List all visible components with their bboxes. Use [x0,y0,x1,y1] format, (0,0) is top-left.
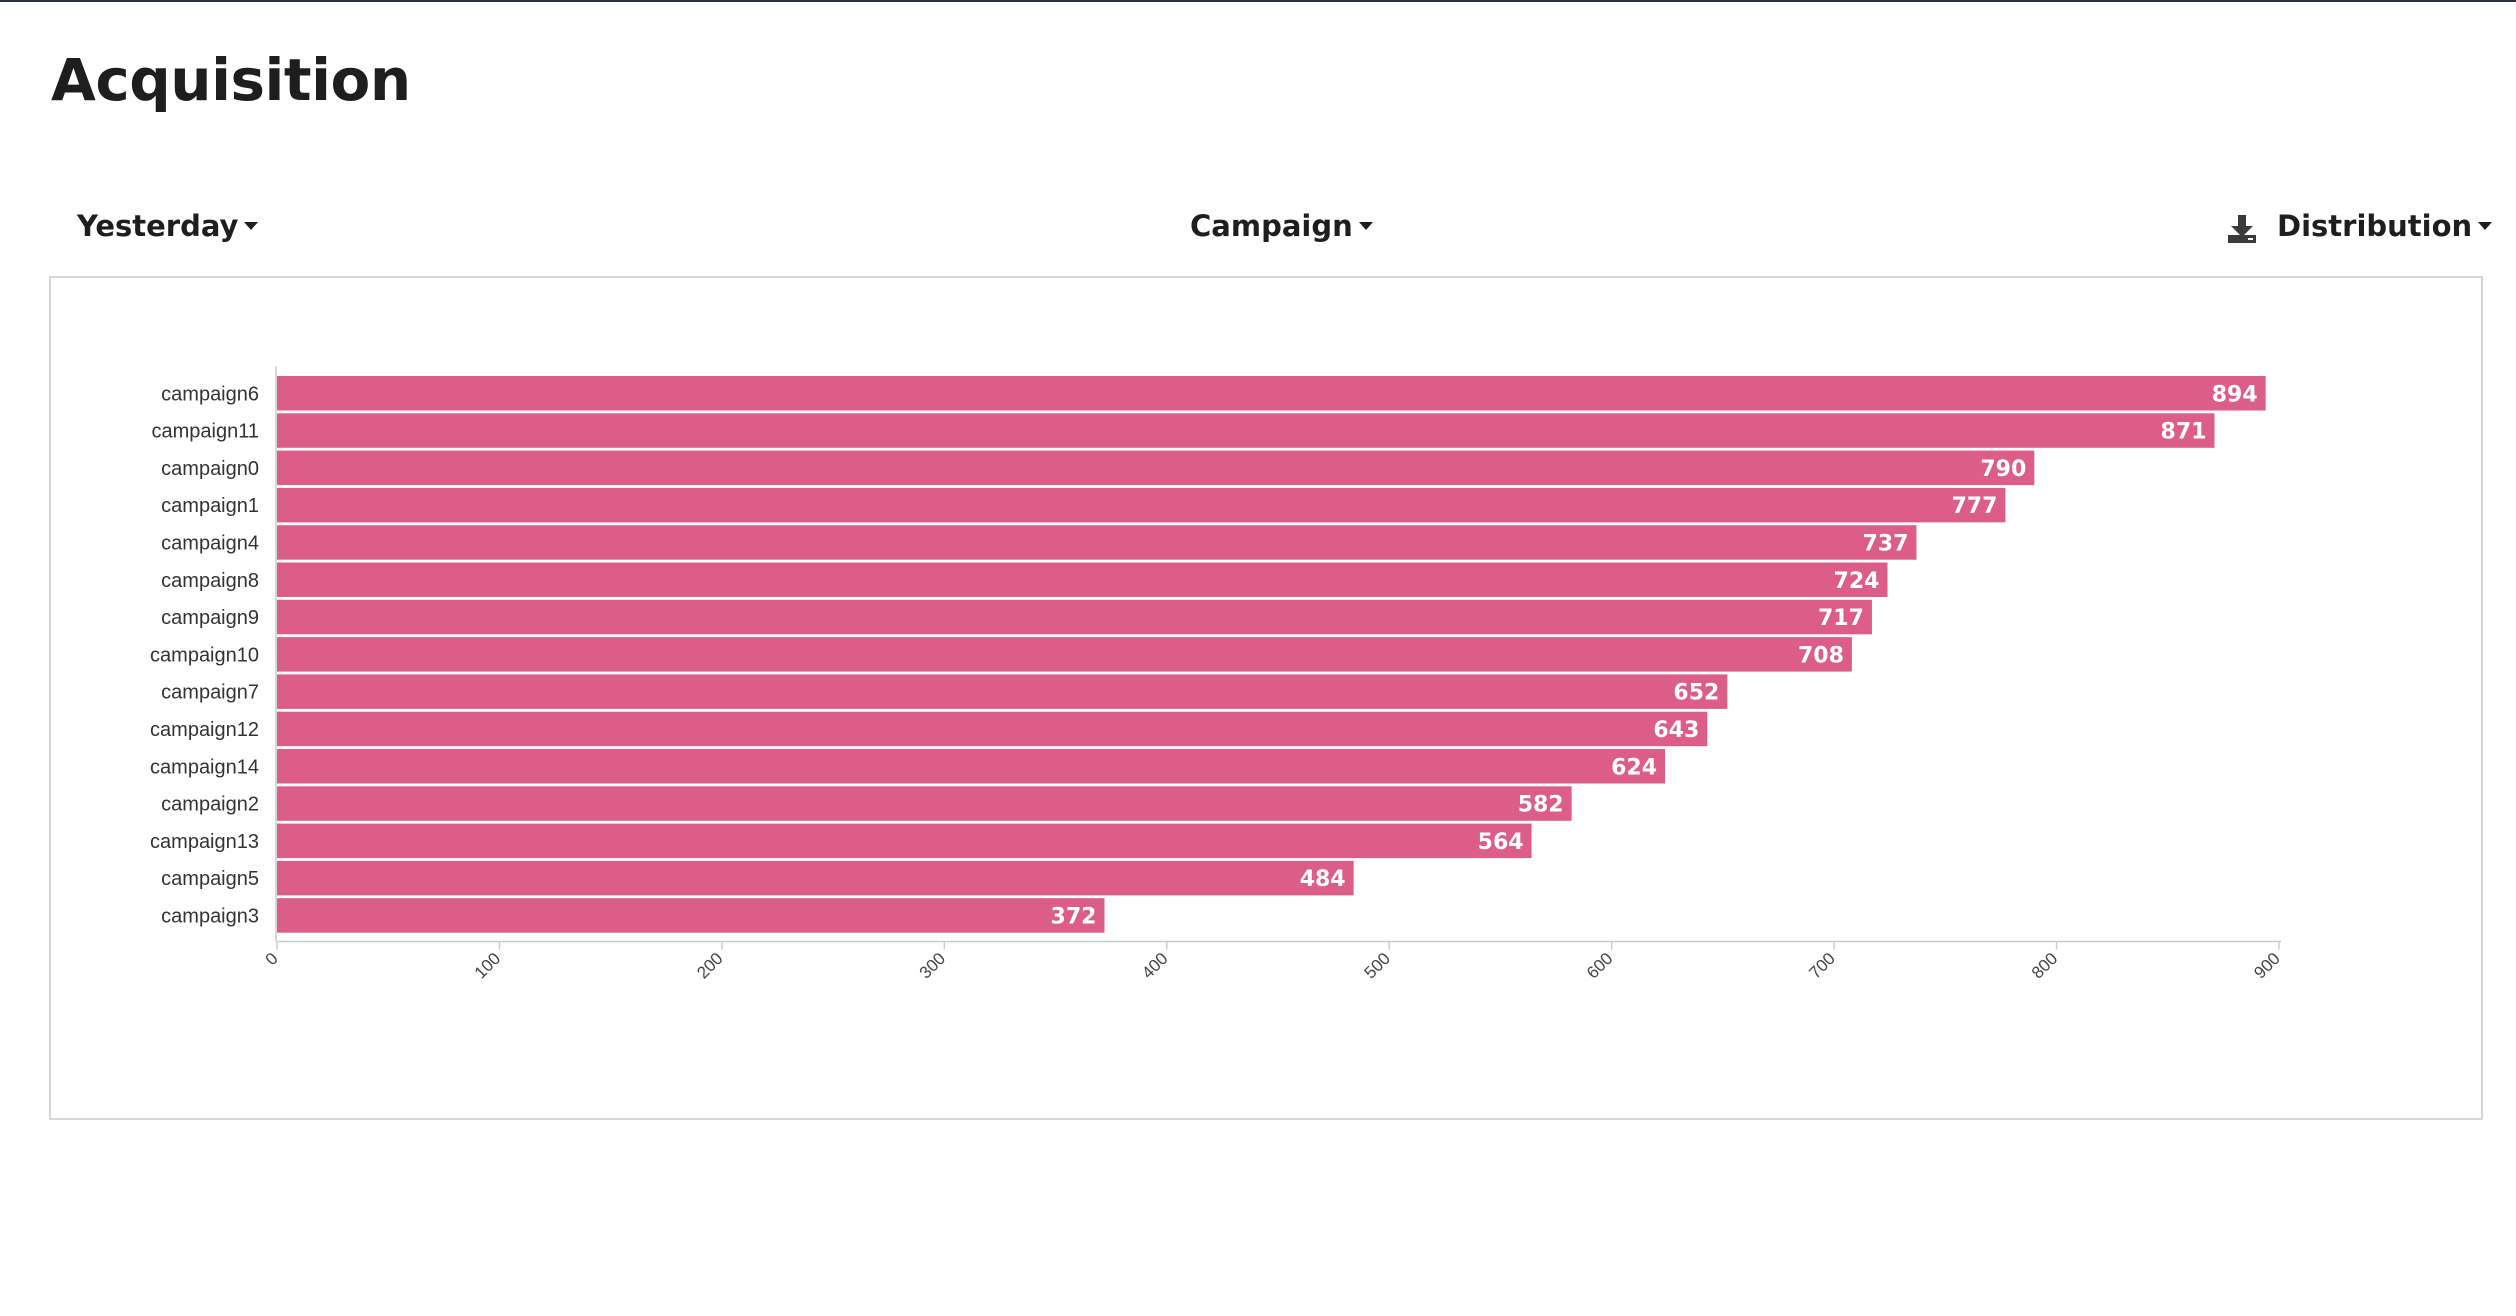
category-label: campaign12 [150,719,259,741]
data-label: 717 [1818,606,1864,631]
data-label: 790 [1980,457,2026,482]
category-label: campaign6 [161,383,259,405]
category-label: campaign2 [161,794,259,816]
category-label: campaign14 [150,756,259,778]
bar-campaign10[interactable] [277,637,1852,672]
data-label: 708 [1798,643,1844,668]
x-tick-label: 100 [471,949,504,982]
category-label: campaign9 [161,607,259,629]
category-label: campaign11 [152,421,259,443]
category-label: campaign3 [161,905,259,927]
bar-campaign7[interactable] [277,674,1728,709]
x-tick-label: 500 [1361,949,1394,982]
download-icon[interactable] [2226,213,2258,245]
x-tick-label: 900 [2250,949,2283,982]
dimension-dropdown[interactable]: Campaign [1190,209,1373,243]
x-tick-label: 400 [1138,949,1171,982]
data-label: 894 [2212,382,2258,407]
bar-campaign6[interactable] [277,376,2266,411]
caret-down-icon [1358,222,1373,230]
bar-campaign12[interactable] [277,711,1708,747]
bar-campaign14[interactable] [277,749,1666,784]
x-tick-label: 300 [916,949,949,982]
data-label: 737 [1862,531,1908,556]
bar-campaign9[interactable] [277,599,1872,635]
x-tick-label: 600 [1583,949,1616,982]
category-label: campaign8 [161,570,259,592]
bar-chart: campaign6 894 campaign11 871 campaign0 790 cam… [150,366,2284,982]
caret-down-icon [2478,222,2493,230]
chart-type-dropdown[interactable]: Distribution [2277,209,2493,243]
caret-down-icon [244,222,259,230]
category-label: campaign7 [161,682,259,704]
top-border [0,0,2516,2]
data-label: 643 [1653,718,1699,743]
x-tick-label: 800 [2028,949,2061,982]
category-label: campaign13 [150,831,259,853]
data-label: 564 [1478,830,1524,855]
bar-campaign8[interactable] [277,562,1888,598]
data-label: 484 [1300,867,1346,892]
category-label: campaign5 [161,868,259,890]
x-tick-label: 700 [1805,949,1838,982]
bar-campaign11[interactable] [277,413,2215,448]
category-label: campaign1 [161,495,259,517]
dimension-label: Campaign [1190,209,1353,243]
bar-campaign2[interactable] [277,786,1572,821]
data-label: 652 [1673,681,1719,706]
data-label: 777 [1951,494,1997,519]
data-label: 624 [1611,755,1657,780]
data-label: 724 [1834,569,1880,594]
bar-campaign0[interactable] [277,450,2035,486]
date-range-label: Yesterday [77,209,239,243]
category-label: campaign10 [150,644,259,666]
category-label: campaign0 [161,458,259,480]
data-label: 582 [1518,793,1564,818]
data-label: 372 [1051,904,1097,929]
page-title: Acquisition [51,46,411,114]
data-label: 871 [2161,420,2207,445]
category-label: campaign4 [161,532,259,554]
bar-campaign1[interactable] [277,487,2006,523]
bar-campaign3[interactable] [277,898,1105,933]
x-tick-label: 200 [693,949,726,982]
chart-panel: campaign6 894 campaign11 871 campaign0 790 cam… [49,276,2483,1120]
toolbar: Yesterday Campaign Distribution [0,205,2516,255]
bar-campaign5[interactable] [277,860,1354,896]
bar-campaign4[interactable] [277,525,1917,560]
chart-type-label: Distribution [2277,209,2473,243]
x-tick-label: 0 [262,949,282,969]
date-range-dropdown[interactable]: Yesterday [77,209,259,243]
bar-campaign13[interactable] [277,823,1532,859]
